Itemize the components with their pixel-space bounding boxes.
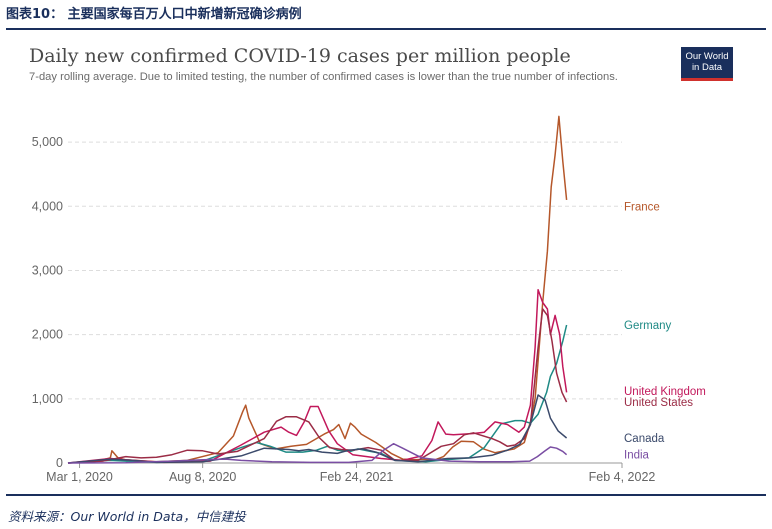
series-label-india: India [624, 450, 650, 462]
chart-subtitle: 7-day rolling average. Due to limited te… [29, 71, 618, 83]
series-label-united-kingdom: United Kingdom [624, 386, 706, 398]
series-label-germany: Germany [624, 320, 672, 332]
x-axis-ticks: Mar 1, 2020 Aug 8, 2020 Feb 24, 2021 Feb 4,… [46, 463, 655, 484]
series-label-canada: Canada [624, 433, 665, 445]
y-tick-label: 5,000 [32, 135, 63, 149]
y-tick-label: 1,000 [32, 392, 63, 406]
x-tick-label: Feb 4, 2022 [589, 470, 656, 484]
x-tick-label: Mar 1, 2020 [46, 470, 113, 484]
header-rule [6, 28, 766, 30]
owid-logo[interactable]: Our World in Data [681, 47, 733, 81]
y-tick-label: 0 [56, 456, 63, 470]
series-line-germany [67, 324, 568, 464]
y-axis-ticks: 0 1,000 2,000 3,000 4,000 5,000 [32, 135, 63, 470]
footer-rule [6, 494, 766, 496]
series-line-united-states [67, 308, 568, 464]
source-note: 资料来源：Our World in Data，中信建投 [8, 509, 246, 524]
x-tick-label: Feb 24, 2021 [320, 470, 394, 484]
series-label-france: France [624, 201, 660, 213]
grid-lines [68, 141, 622, 464]
y-tick-label: 2,000 [32, 328, 63, 342]
series-line-india [67, 442, 568, 464]
series-label-united-states: United States [624, 397, 693, 409]
figure-title: 图表10： 主要国家每百万人口中新增新冠确诊病例 [6, 7, 302, 22]
y-tick-label: 4,000 [32, 199, 63, 213]
x-tick-label: Aug 8, 2020 [169, 470, 236, 484]
logo-line-2: in Data [691, 62, 723, 73]
logo-line-1: Our World [685, 51, 729, 62]
chart-title: Daily new confirmed COVID-19 cases per m… [29, 45, 571, 67]
figure-header: 图表10： 主要国家每百万人口中新增新冠确诊病例 [6, 3, 766, 27]
series-line-canada [67, 394, 568, 464]
y-tick-label: 3,000 [32, 263, 63, 277]
series-lines [67, 115, 568, 464]
series-line-france [67, 115, 568, 464]
